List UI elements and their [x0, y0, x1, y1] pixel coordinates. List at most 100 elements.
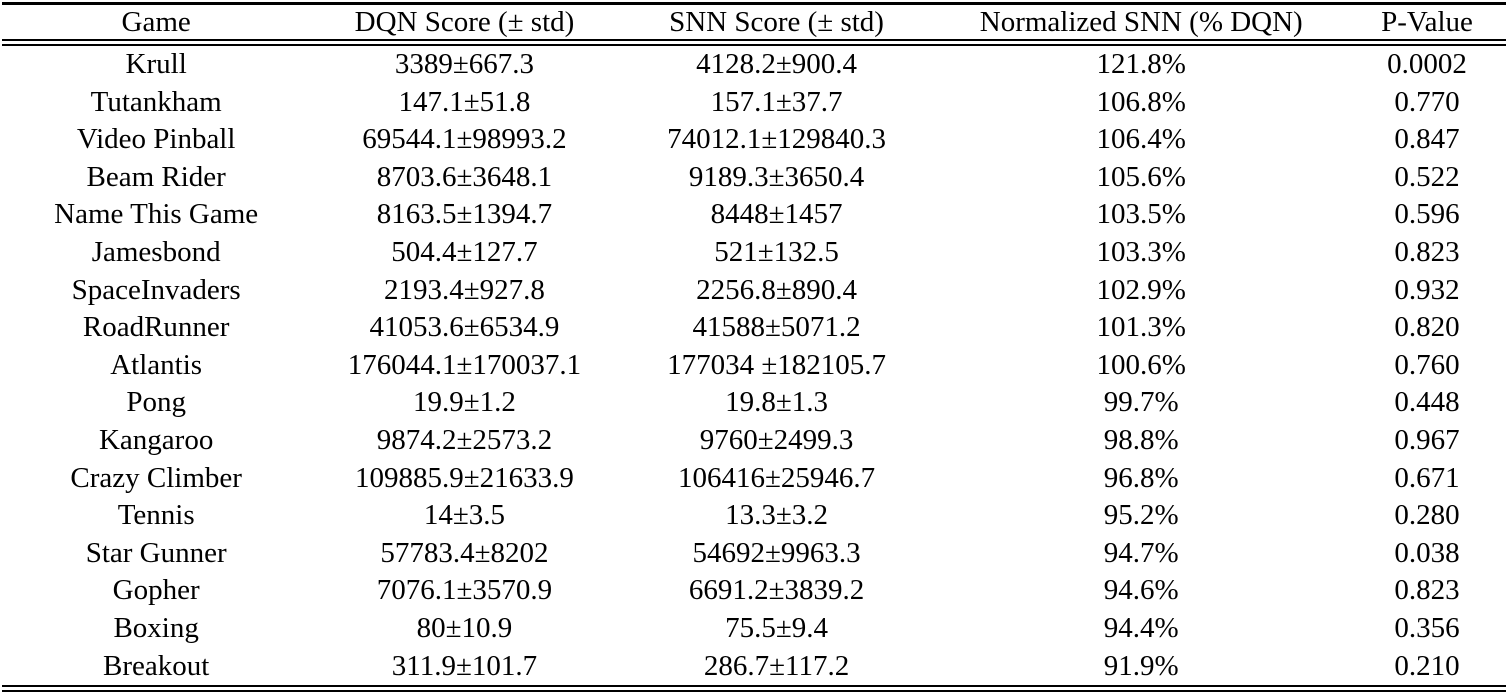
column-header-game: Game — [2, 2, 311, 46]
cell-snn-score: 6691.2±3839.2 — [688, 574, 865, 607]
cell-normalized-snn: 106.4% — [1096, 123, 1186, 156]
cell-snn-score: 13.3±3.2 — [725, 499, 828, 532]
cell-p-value: 0.210 — [1348, 647, 1506, 693]
cell-normalized-snn: 94.6% — [1103, 574, 1179, 607]
cell-p-value: 0.847 — [1394, 123, 1460, 156]
cell-snn-score: 157.1±37.7 — [710, 85, 843, 118]
cell-snn-score: 75.5±9.4 — [725, 611, 828, 644]
cell-p-value: 0.760 — [1394, 348, 1460, 381]
cell-p-value: 0.522 — [1394, 160, 1460, 193]
cell-dqn-score: 14±3.5 — [423, 499, 506, 532]
cell-normalized-snn: 100.6% — [1096, 348, 1186, 381]
cell-dqn-score: 19.9±1.2 — [413, 386, 516, 419]
cell-snn-score: 521±132.5 — [714, 235, 839, 268]
column-header-snn-score: SNN Score (± std) — [618, 2, 935, 46]
cell-game: Tennis — [117, 499, 195, 532]
cell-dqn-score: 69544.1±98993.2 — [362, 123, 567, 156]
cell-normalized-snn: 121.8% — [1096, 48, 1186, 80]
table-row: Boxing 80±10.9 75.5±9.4 94.4% 0.356 — [2, 610, 1506, 648]
column-header-p-value: P-Value — [1348, 2, 1506, 46]
table-row: SpaceInvaders 2193.4±927.8 2256.8±890.4 102… — [2, 272, 1506, 310]
cell-snn-score: 54692±9963.3 — [692, 536, 861, 569]
cell-game: Kangaroo — [98, 423, 214, 456]
table-row: Kangaroo 9874.2±2573.2 9760±2499.3 98.8% 0.9… — [2, 422, 1506, 460]
cell-normalized-snn: 103.3% — [1096, 235, 1186, 268]
cell-dqn-score: 147.1±51.8 — [398, 85, 531, 118]
cell-p-value: 0.0002 — [1387, 48, 1467, 80]
cell-normalized-snn: 96.8% — [1103, 461, 1179, 494]
cell-dqn-score: 8163.5±1394.7 — [376, 198, 553, 231]
table-row: Atlantis 176044.1±170037.1 177034 ±182105.… — [2, 347, 1506, 385]
column-header-dqn-score: DQN Score (± std) — [310, 2, 619, 46]
cell-normalized-snn: 106.8% — [1096, 85, 1186, 118]
cell-p-value: 0.596 — [1394, 198, 1460, 231]
cell-normalized-snn: 99.7% — [1103, 386, 1179, 419]
cell-normalized-snn: 102.9% — [1096, 273, 1186, 306]
cell-game: Gopher — [112, 574, 200, 607]
table-header: Game DQN Score (± std) SNN Score (± std)… — [2, 2, 1506, 46]
cell-dqn-score: 7076.1±3570.9 — [376, 574, 553, 607]
cell-game: SpaceInvaders — [71, 273, 241, 306]
table-row: Jamesbond 504.4±127.7 521±132.5 103.3% 0.823 — [2, 234, 1506, 272]
table-body: Krull 3389±667.3 4128.2±900.4 121.8% 0.0002 T… — [2, 43, 1506, 693]
cell-p-value: 0.280 — [1394, 499, 1460, 532]
cell-game: Krull — [125, 48, 187, 80]
cell-game: Name This Game — [54, 198, 259, 231]
cell-normalized-snn: 91.9% — [934, 647, 1349, 693]
cell-p-value: 0.823 — [1394, 235, 1460, 268]
cell-game: Jamesbond — [91, 235, 221, 268]
table-row: Star Gunner 57783.4±8202 54692±9963.3 94.7%… — [2, 535, 1506, 573]
cell-p-value: 0.038 — [1394, 536, 1460, 569]
table-row: Tutankham 147.1±51.8 157.1±37.7 106.8% 0.770 — [2, 84, 1506, 122]
cell-dqn-score: 311.9±101.7 — [310, 647, 619, 693]
cell-game: Pong — [126, 386, 186, 419]
cell-p-value: 0.820 — [1394, 311, 1460, 344]
table-row: Pong 19.9±1.2 19.8±1.3 99.7% 0.448 — [2, 384, 1506, 422]
table-row: Gopher 7076.1±3570.9 6691.2±3839.2 94.6% 0.8… — [2, 572, 1506, 610]
cell-p-value: 0.448 — [1394, 386, 1460, 419]
cell-game: Tutankham — [90, 85, 222, 118]
cell-dqn-score: 3389±667.3 — [394, 48, 535, 80]
cell-snn-score: 106416±25946.7 — [677, 461, 876, 494]
cell-p-value: 0.671 — [1394, 461, 1460, 494]
table-row: Video Pinball 69544.1±98993.2 74012.1±1298… — [2, 121, 1506, 159]
cell-snn-score: 8448±1457 — [710, 198, 843, 231]
cell-snn-score: 19.8±1.3 — [725, 386, 828, 419]
cell-snn-score: 41588±5071.2 — [692, 311, 861, 344]
cell-p-value: 0.967 — [1394, 423, 1460, 456]
cell-game: Beam Rider — [86, 160, 226, 193]
cell-game: RoadRunner — [82, 311, 230, 344]
cell-normalized-snn: 103.5% — [1096, 198, 1186, 231]
cell-snn-score: 9189.3±3650.4 — [688, 160, 865, 193]
cell-game: Crazy Climber — [70, 461, 242, 494]
cell-normalized-snn: 98.8% — [1103, 423, 1179, 456]
cell-normalized-snn: 95.2% — [1103, 499, 1179, 532]
cell-normalized-snn: 101.3% — [1096, 311, 1186, 344]
cell-dqn-score: 80±10.9 — [416, 611, 513, 644]
cell-snn-score: 9760±2499.3 — [699, 423, 854, 456]
cell-snn-score: 286.7±117.2 — [618, 647, 935, 693]
cell-game: Breakout — [2, 647, 311, 693]
cell-dqn-score: 57783.4±8202 — [380, 536, 549, 569]
cell-p-value: 0.356 — [1394, 611, 1460, 644]
cell-game: Video Pinball — [76, 123, 236, 156]
table-row: RoadRunner 41053.6±6534.9 41588±5071.2 101.… — [2, 309, 1506, 347]
cell-dqn-score: 9874.2±2573.2 — [376, 423, 553, 456]
cell-snn-score: 74012.1±129840.3 — [667, 123, 886, 156]
table-row: Breakout 311.9±101.7 286.7±117.2 91.9% 0.210 — [2, 647, 1506, 693]
cell-snn-score: 2256.8±890.4 — [696, 273, 857, 306]
cell-game: Boxing — [113, 611, 199, 644]
cell-p-value: 0.932 — [1394, 273, 1460, 306]
cell-dqn-score: 2193.4±927.8 — [384, 273, 545, 306]
table-row: Tennis 14±3.5 13.3±3.2 95.2% 0.280 — [2, 497, 1506, 535]
table-row: Name This Game 8163.5±1394.7 8448±1457 103.… — [2, 196, 1506, 234]
table-row: Beam Rider 8703.6±3648.1 9189.3±3650.4 105.… — [2, 159, 1506, 197]
cell-p-value: 0.823 — [1394, 574, 1460, 607]
cell-normalized-snn: 94.7% — [1103, 536, 1179, 569]
cell-dqn-score: 8703.6±3648.1 — [376, 160, 553, 193]
cell-normalized-snn: 105.6% — [1096, 160, 1186, 193]
column-header-normalized-snn: Normalized SNN (% DQN) — [934, 2, 1349, 46]
cell-dqn-score: 41053.6±6534.9 — [369, 311, 560, 344]
cell-dqn-score: 109885.9±21633.9 — [355, 461, 574, 494]
